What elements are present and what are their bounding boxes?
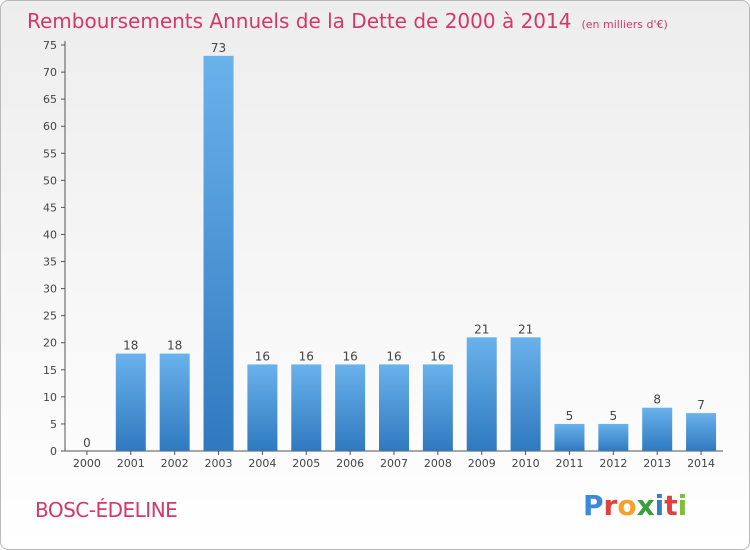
x-tick-label: 2012: [599, 457, 627, 470]
y-tick-label: 30: [43, 283, 57, 296]
bar: [686, 413, 717, 451]
chart-title: Remboursements Annuels de la Dette de 20…: [27, 9, 668, 33]
bar: [115, 353, 146, 451]
bar: [466, 337, 497, 451]
logo-letter: i: [654, 489, 665, 522]
y-tick-label: 45: [43, 201, 57, 214]
chart-title-text: Remboursements Annuels de la Dette de 20…: [27, 9, 572, 33]
logo-letter: o: [617, 489, 637, 522]
bar: [598, 423, 629, 451]
y-tick-label: 50: [43, 174, 57, 187]
x-tick-label: 2005: [292, 457, 320, 470]
bar-value-label: 16: [299, 349, 314, 363]
y-tick-label: 65: [43, 93, 57, 106]
bar-value-label: 18: [123, 339, 138, 353]
bar-value-label: 21: [474, 322, 489, 336]
bar: [159, 353, 190, 451]
y-tick-label: 0: [50, 445, 57, 458]
y-tick-label: 20: [43, 337, 57, 350]
bar-value-label: 8: [653, 393, 661, 407]
bar-value-label: 16: [255, 349, 270, 363]
bar: [510, 337, 541, 451]
logo-letter: r: [603, 489, 618, 522]
bar-value-label: 21: [518, 322, 533, 336]
logo-letter: x: [636, 489, 655, 522]
x-tick-label: 2004: [248, 457, 276, 470]
x-tick-label: 2003: [205, 457, 233, 470]
y-tick-label: 75: [43, 39, 57, 52]
y-tick-label: 10: [43, 391, 57, 404]
bar-value-label: 7: [697, 398, 705, 412]
bar-value-label: 18: [167, 339, 182, 353]
proxiti-logo[interactable]: Proxiti: [583, 489, 687, 522]
bar-value-label: 16: [386, 349, 401, 363]
y-tick-label: 70: [43, 66, 57, 79]
x-tick-label: 2014: [687, 457, 715, 470]
bar-value-label: 5: [566, 409, 574, 423]
x-tick-label: 2011: [555, 457, 583, 470]
bar-value-label: 16: [342, 349, 357, 363]
y-tick-label: 15: [43, 364, 57, 377]
unit-note: (en milliers d'€): [581, 18, 668, 31]
y-tick-label: 40: [43, 228, 57, 241]
x-tick-label: 2002: [161, 457, 189, 470]
logo-letter: t: [664, 489, 678, 522]
bar: [554, 423, 585, 451]
x-tick-label: 2007: [380, 457, 408, 470]
x-tick-label: 2001: [117, 457, 145, 470]
y-tick-label: 55: [43, 147, 57, 160]
bar: [335, 364, 366, 451]
x-tick-label: 2009: [468, 457, 496, 470]
logo-letter: i: [677, 489, 688, 522]
bar-value-label: 16: [430, 349, 445, 363]
y-tick-label: 5: [50, 418, 57, 431]
bar-value-label: 0: [83, 436, 91, 450]
y-tick-label: 35: [43, 256, 57, 269]
bar: [422, 364, 453, 451]
bar: [203, 55, 234, 452]
bar: [247, 364, 278, 451]
logo-letter: P: [583, 489, 604, 522]
bar: [379, 364, 409, 451]
bar-value-label: 73: [211, 41, 226, 55]
bar: [642, 407, 673, 451]
x-tick-label: 2008: [424, 457, 452, 470]
x-tick-label: 2010: [512, 457, 540, 470]
x-tick-label: 2006: [336, 457, 364, 470]
commune-name: BOSC-ÉDELINE: [35, 498, 178, 522]
bar: [291, 364, 322, 451]
y-tick-label: 25: [43, 310, 57, 323]
x-tick-label: 2000: [73, 457, 101, 470]
y-tick-label: 60: [43, 120, 57, 133]
x-tick-label: 2013: [643, 457, 671, 470]
bar-value-label: 5: [610, 409, 618, 423]
